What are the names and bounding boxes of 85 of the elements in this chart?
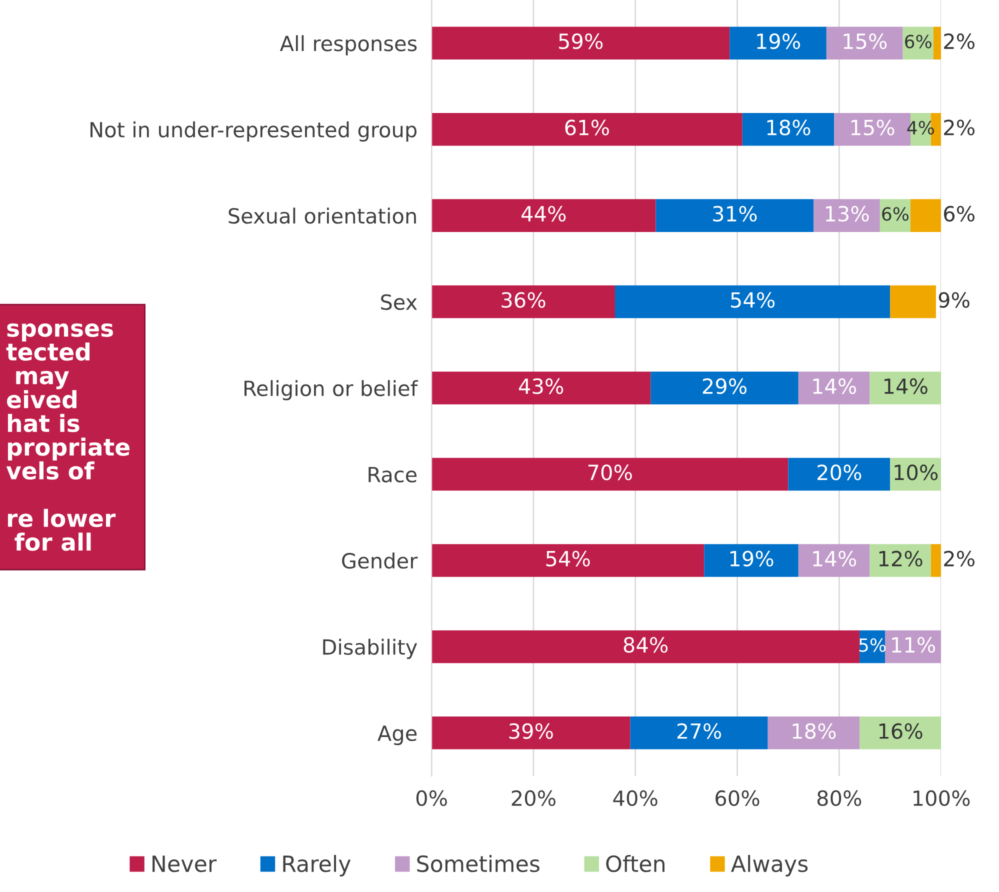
x-tick-label: 0% <box>416 790 447 806</box>
bar <box>930 544 942 577</box>
bar <box>432 630 860 664</box>
bar <box>650 372 798 404</box>
data-label: 20% <box>818 464 862 480</box>
legend-label: Always <box>730 854 808 876</box>
data-label: 19% <box>730 550 774 567</box>
y-tick-label: Race <box>368 466 417 482</box>
y-tick-label: Not in under-represented group <box>90 121 417 142</box>
data-label: 14% <box>884 378 928 394</box>
data-label: 14% <box>813 378 856 394</box>
bar <box>614 285 890 318</box>
bar <box>432 716 630 750</box>
bar <box>432 199 656 232</box>
x-tick-label: 40% <box>613 790 658 806</box>
y-tick-label: Sex <box>381 294 417 310</box>
data-label: 6% <box>882 207 909 221</box>
data-label: 16% <box>879 723 922 739</box>
data-label: 70% <box>588 464 632 480</box>
bar <box>933 26 942 60</box>
bar <box>432 26 730 60</box>
data-label: 15% <box>851 120 894 136</box>
legend-label: Never <box>152 856 217 872</box>
text: sponses tected may eived hat is propriate vels of re lower for all <box>6 323 130 551</box>
data-label: 54% <box>731 292 775 308</box>
bar <box>656 199 814 232</box>
bar <box>432 285 615 318</box>
y-tick-label: Disability <box>323 638 418 659</box>
data-label: 43% <box>518 378 564 394</box>
legend-label: Sometimes <box>417 854 540 872</box>
data-label: 59% <box>559 33 603 50</box>
x-tick-label: 80% <box>817 790 862 806</box>
data-label: 6% <box>905 34 932 48</box>
data-label: 12% <box>879 550 922 567</box>
data-label: 39% <box>509 723 553 739</box>
y-tick-label: Sexual orientation <box>228 208 416 224</box>
data-label: 61% <box>565 120 609 136</box>
y-tick-label: Age <box>378 726 417 746</box>
x-tick-label: 20% <box>512 790 556 806</box>
x-tick-label: 60% <box>716 790 760 806</box>
bar <box>826 26 903 60</box>
bar <box>798 372 870 404</box>
legend-label: Often <box>606 854 664 872</box>
bar <box>730 26 826 60</box>
x-tick-label: 100% <box>914 790 970 806</box>
data-label: 44% <box>522 206 566 222</box>
bar <box>860 716 942 750</box>
bar <box>788 458 890 491</box>
data-label: 10% <box>894 464 938 480</box>
bar <box>704 544 798 577</box>
data-label: 2% <box>944 550 974 567</box>
bar <box>814 199 880 232</box>
bar <box>630 716 768 750</box>
data-label: 19% <box>757 33 800 50</box>
data-label: 36% <box>502 292 546 308</box>
bar <box>432 544 704 577</box>
bar <box>432 458 788 491</box>
bar <box>432 112 742 146</box>
legend-label: Rarely <box>283 854 351 876</box>
bar <box>798 544 870 577</box>
data-label: 27% <box>677 723 722 739</box>
data-label: 14% <box>813 550 856 567</box>
bar <box>768 716 860 750</box>
bar <box>742 112 834 146</box>
data-label: 11% <box>892 636 936 653</box>
bar <box>870 372 942 404</box>
data-label: 18% <box>792 723 836 739</box>
y-tick-label: All responses <box>280 35 417 56</box>
bar <box>890 285 936 318</box>
data-label: 2% <box>944 120 974 136</box>
data-label: 6% <box>944 206 974 222</box>
data-label: 13% <box>826 206 869 222</box>
y-tick-label: Religion or belief <box>244 380 418 400</box>
data-label: 29% <box>702 378 747 394</box>
bar <box>870 544 931 577</box>
data-label: 31% <box>713 206 757 222</box>
data-label: 15% <box>844 33 887 50</box>
data-label: 9% <box>938 292 970 308</box>
y-tick-label: Gender <box>342 552 418 569</box>
data-label: 2% <box>944 33 974 50</box>
data-label: 18% <box>767 120 810 136</box>
data-label: 54% <box>546 550 590 567</box>
bar <box>432 372 651 404</box>
data-label: 84% <box>624 636 668 653</box>
bar <box>910 199 942 232</box>
